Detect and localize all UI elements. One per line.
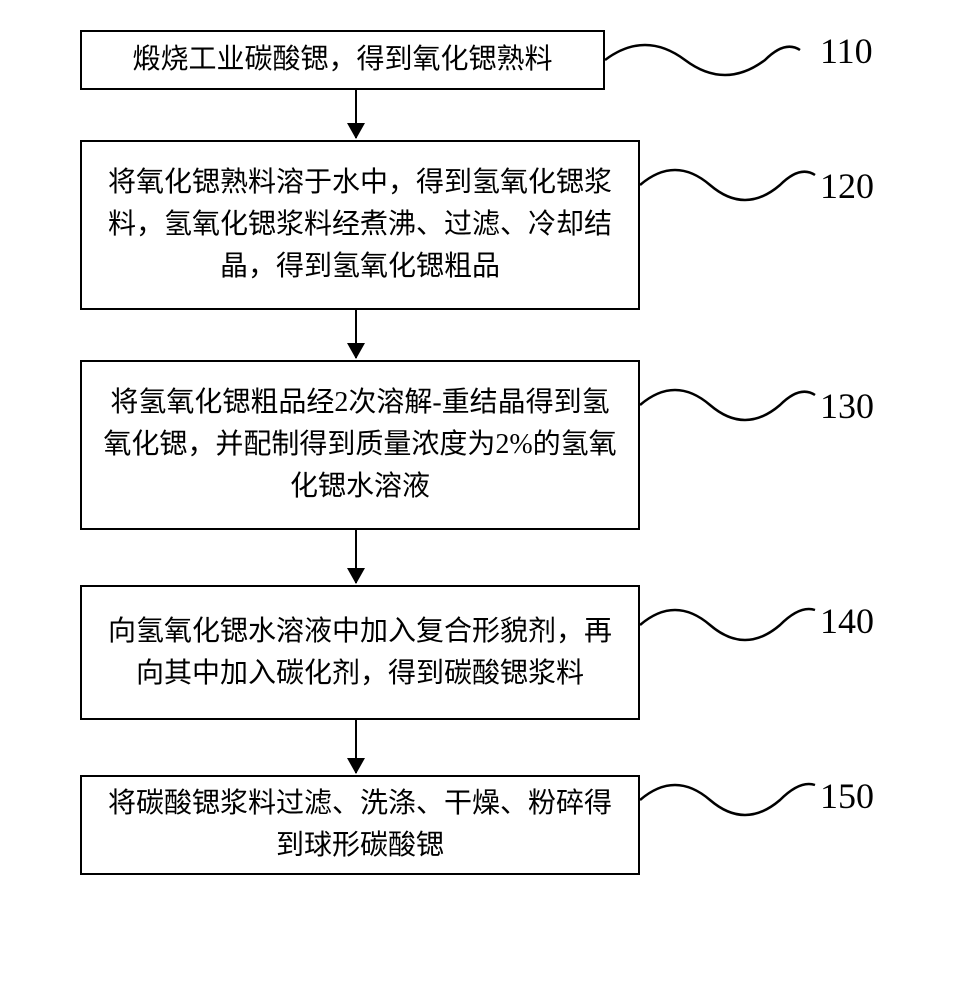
wavy-connector-140 bbox=[640, 585, 820, 655]
arrow-130-140 bbox=[355, 530, 357, 583]
step-text-130: 将氢氧化锶粗品经2次溶解-重结晶得到氢氧化锶，并配制得到质量浓度为2%的氢氧化锶… bbox=[102, 382, 618, 508]
wavy-connector-120 bbox=[640, 150, 820, 220]
step-label-140: 140 bbox=[820, 600, 874, 642]
arrow-110-120 bbox=[355, 90, 357, 138]
step-label-110: 110 bbox=[820, 30, 873, 72]
step-label-120: 120 bbox=[820, 165, 874, 207]
arrow-140-150 bbox=[355, 720, 357, 773]
step-text-150: 将碳酸锶浆料过滤、洗涤、干燥、粉碎得到球形碳酸锶 bbox=[102, 783, 618, 867]
step-box-110: 煅烧工业碳酸锶，得到氧化锶熟料 bbox=[80, 30, 605, 90]
step-text-140: 向氢氧化锶水溶液中加入复合形貌剂，再向其中加入碳化剂，得到碳酸锶浆料 bbox=[102, 611, 618, 695]
step-box-130: 将氢氧化锶粗品经2次溶解-重结晶得到氢氧化锶，并配制得到质量浓度为2%的氢氧化锶… bbox=[80, 360, 640, 530]
step-text-120: 将氧化锶熟料溶于水中，得到氢氧化锶浆料，氢氧化锶浆料经煮沸、过滤、冷却结晶，得到… bbox=[102, 162, 618, 288]
wavy-connector-130 bbox=[640, 370, 820, 440]
wavy-connector-150 bbox=[640, 760, 820, 830]
step-text-110: 煅烧工业碳酸锶，得到氧化锶熟料 bbox=[132, 39, 552, 81]
step-box-120: 将氧化锶熟料溶于水中，得到氢氧化锶浆料，氢氧化锶浆料经煮沸、过滤、冷却结晶，得到… bbox=[80, 140, 640, 310]
step-box-140: 向氢氧化锶水溶液中加入复合形貌剂，再向其中加入碳化剂，得到碳酸锶浆料 bbox=[80, 585, 640, 720]
step-label-150: 150 bbox=[820, 775, 874, 817]
flowchart-container: 煅烧工业碳酸锶，得到氧化锶熟料 110 将氧化锶熟料溶于水中，得到氢氧化锶浆料，… bbox=[0, 0, 972, 1000]
step-box-150: 将碳酸锶浆料过滤、洗涤、干燥、粉碎得到球形碳酸锶 bbox=[80, 775, 640, 875]
wavy-connector-110 bbox=[605, 20, 805, 90]
step-label-130: 130 bbox=[820, 385, 874, 427]
arrow-120-130 bbox=[355, 310, 357, 358]
